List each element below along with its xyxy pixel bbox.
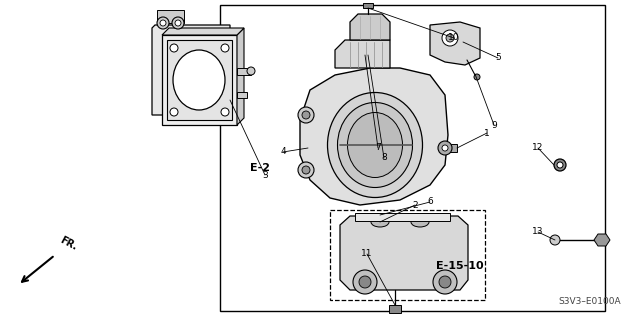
Polygon shape [594, 234, 610, 246]
Ellipse shape [328, 93, 422, 197]
Polygon shape [340, 216, 468, 290]
Bar [389, 305, 401, 313]
Circle shape [298, 107, 314, 123]
Text: 1: 1 [484, 129, 490, 137]
Bar [237, 92, 247, 98]
Circle shape [175, 20, 181, 26]
Circle shape [433, 270, 457, 294]
Text: 13: 13 [532, 227, 544, 236]
Ellipse shape [337, 102, 413, 188]
Ellipse shape [173, 50, 225, 110]
Text: 10: 10 [448, 33, 460, 42]
Circle shape [160, 20, 166, 26]
Polygon shape [152, 25, 230, 115]
Polygon shape [335, 40, 390, 68]
Text: 12: 12 [532, 144, 544, 152]
Text: 5: 5 [495, 54, 501, 63]
Text: FR.: FR. [58, 235, 79, 252]
Ellipse shape [411, 217, 429, 227]
Text: S3V3–E0100A: S3V3–E0100A [559, 298, 621, 307]
Circle shape [554, 159, 566, 171]
Text: 7: 7 [375, 144, 381, 152]
Circle shape [298, 162, 314, 178]
Text: 3: 3 [262, 170, 268, 180]
Circle shape [359, 276, 371, 288]
Text: 2: 2 [412, 201, 418, 210]
Circle shape [157, 17, 169, 29]
Text: 9: 9 [491, 121, 497, 130]
Circle shape [247, 67, 255, 75]
Circle shape [550, 235, 560, 245]
Text: 6: 6 [427, 197, 433, 206]
Circle shape [172, 17, 184, 29]
Bar [237, 68, 251, 75]
Ellipse shape [371, 217, 389, 227]
Circle shape [442, 30, 458, 46]
Circle shape [302, 111, 310, 119]
Circle shape [442, 145, 448, 151]
Circle shape [438, 141, 452, 155]
Polygon shape [350, 14, 390, 40]
Text: E-15-10: E-15-10 [436, 261, 484, 271]
Polygon shape [162, 28, 244, 35]
Bar [363, 3, 373, 8]
Circle shape [474, 74, 480, 80]
Polygon shape [167, 40, 232, 120]
Circle shape [446, 34, 454, 42]
Circle shape [221, 108, 229, 116]
Polygon shape [237, 28, 244, 125]
Circle shape [439, 276, 451, 288]
Circle shape [302, 166, 310, 174]
Circle shape [170, 44, 178, 52]
Text: 8: 8 [381, 153, 387, 162]
Polygon shape [162, 35, 237, 125]
Circle shape [170, 108, 178, 116]
Bar [157, 10, 184, 23]
Polygon shape [300, 68, 448, 205]
Bar [355, 213, 450, 221]
Circle shape [221, 44, 229, 52]
Circle shape [353, 270, 377, 294]
Polygon shape [430, 22, 480, 65]
Circle shape [557, 162, 563, 168]
Bar [445, 144, 457, 152]
Bar [330, 210, 485, 300]
Bar [220, 5, 605, 311]
Text: 4: 4 [280, 147, 286, 157]
Text: 11: 11 [361, 249, 372, 258]
Ellipse shape [348, 113, 403, 177]
Text: E-2: E-2 [250, 163, 270, 173]
